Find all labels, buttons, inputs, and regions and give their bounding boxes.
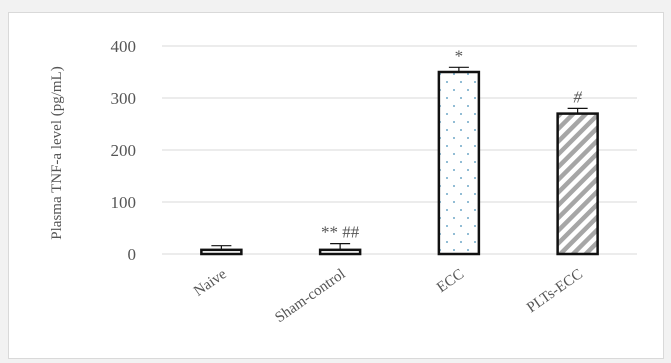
y-tick-labels: 0 100 200 300 400 <box>111 37 137 264</box>
x-category-labels: Naive Sham-control ECC PLTs-ECC <box>191 266 586 326</box>
chart-frame: 0 100 200 300 400 Plasma TNF-a level (pg/mL)… <box>8 12 664 359</box>
y-tick-label: 400 <box>111 37 137 56</box>
x-category-label: Naive <box>191 266 230 300</box>
x-category-label: Sham-control <box>272 266 348 326</box>
x-category-label: ECC <box>434 266 467 296</box>
y-tick-label: 200 <box>111 141 137 160</box>
x-category-label: PLTs-ECC <box>524 266 586 316</box>
significance-mark: # <box>573 87 582 106</box>
error-bars <box>211 66 588 250</box>
y-tick-label: 100 <box>111 193 137 212</box>
significance-mark: * <box>455 46 464 65</box>
significance-annotations: ** ## * # <box>321 46 582 241</box>
significance-mark: ** ## <box>321 223 360 242</box>
y-tick-label: 300 <box>111 89 137 108</box>
bar-chart: 0 100 200 300 400 Plasma TNF-a level (pg/mL)… <box>49 37 637 326</box>
bar-ecc <box>437 70 481 256</box>
bar-plts-ecc <box>556 112 599 256</box>
bar-sham-control <box>318 248 362 256</box>
y-tick-label: 0 <box>128 245 137 264</box>
bars <box>200 70 599 256</box>
bar-naive <box>200 248 243 256</box>
y-axis-label: Plasma TNF-a level (pg/mL) <box>49 66 65 239</box>
